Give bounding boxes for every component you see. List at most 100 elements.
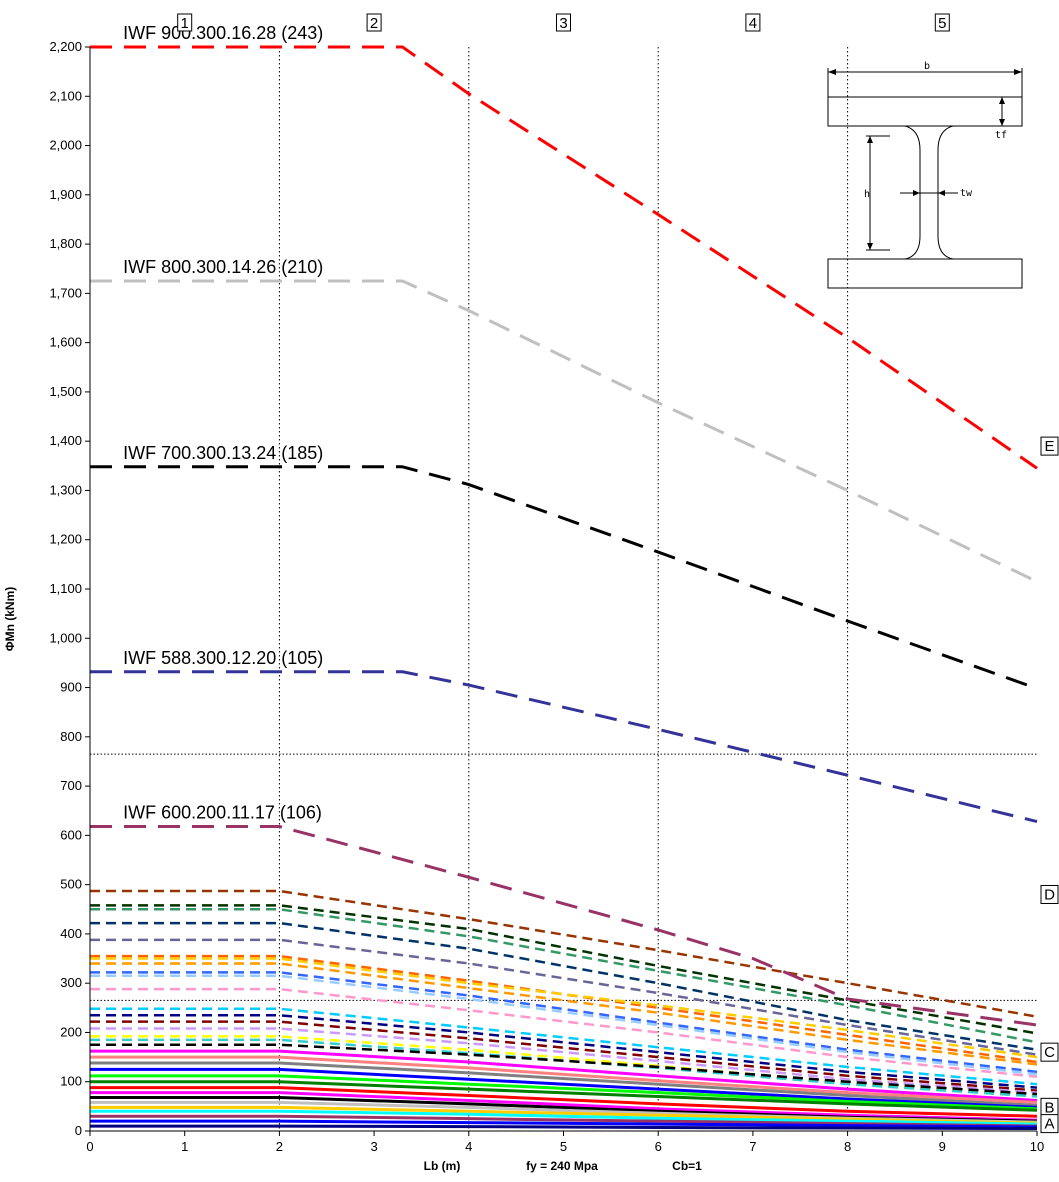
y-tick-label: 1,500 bbox=[49, 384, 82, 399]
cb-note: Cb=1 bbox=[672, 1159, 702, 1173]
y-tick-label: 200 bbox=[60, 1024, 82, 1039]
zone-number-box-2 bbox=[366, 13, 382, 32]
x-tick-label: 6 bbox=[655, 1139, 662, 1154]
x-tick-label: 7 bbox=[749, 1139, 756, 1154]
zone-number-box-1 bbox=[177, 13, 193, 32]
series-line-8 bbox=[90, 962, 1038, 1066]
x-tick-label: 3 bbox=[370, 1139, 377, 1154]
series-label-1: IWF 900.300.16.28 (243) bbox=[123, 23, 323, 43]
x-tick-label: 0 bbox=[86, 1139, 93, 1154]
x-tick-label: 10 bbox=[1030, 1139, 1044, 1154]
series-line-2 bbox=[90, 904, 1038, 1035]
tw-label: tw bbox=[960, 188, 973, 199]
y-tick-label: 1,100 bbox=[49, 581, 82, 596]
x-tick-label: 4 bbox=[465, 1139, 472, 1154]
y-tick-label: 1,700 bbox=[49, 285, 82, 300]
x-tick-label: 1 bbox=[181, 1139, 188, 1154]
y-tick-label: 300 bbox=[60, 975, 82, 990]
series-line-14 bbox=[90, 1020, 1038, 1092]
zone-letter-box-D bbox=[1040, 884, 1059, 904]
zone-number-2: 2 bbox=[370, 15, 378, 32]
fy-note: fy = 240 Mpa bbox=[526, 1159, 598, 1173]
x-axis-title: Lb (m) bbox=[424, 1159, 461, 1173]
zone-number-4: 4 bbox=[749, 15, 757, 32]
series-line-13 bbox=[90, 1013, 1038, 1089]
ibeam-section-diagram: b tf h tw bbox=[827, 61, 1023, 289]
series-line-3 bbox=[90, 908, 1038, 1044]
h-label: h bbox=[864, 189, 870, 200]
series-line-19 bbox=[90, 1049, 1038, 1102]
y-tick-label: 2,200 bbox=[49, 39, 82, 54]
series-label-4: IWF 588.300.12.20 (105) bbox=[123, 648, 323, 668]
x-tick-label: 9 bbox=[939, 1139, 946, 1154]
series-line-4 bbox=[90, 921, 1038, 1051]
series-line-15 bbox=[90, 1027, 1038, 1094]
series-label-5: IWF 600.200.11.17 (106) bbox=[123, 802, 322, 822]
x-tick-label: 2 bbox=[276, 1139, 283, 1154]
series-label-2: IWF 800.300.14.26 (210) bbox=[123, 257, 323, 277]
y-tick-label: 1,200 bbox=[49, 532, 82, 547]
y-axis-title: ΦMn (kNm) bbox=[3, 587, 17, 652]
y-tick-label: 100 bbox=[60, 1074, 82, 1089]
series-line-23 bbox=[90, 1074, 1038, 1111]
series-line-7 bbox=[90, 957, 1038, 1059]
series-line-29 bbox=[90, 1105, 1038, 1125]
y-tick-label: 500 bbox=[60, 877, 82, 892]
x-tick-label: 5 bbox=[560, 1139, 567, 1154]
zone-letter-box-A bbox=[1040, 1114, 1059, 1134]
series-line-1 bbox=[90, 889, 1038, 1018]
series-line-5 bbox=[90, 938, 1038, 1056]
series-line-25 bbox=[90, 1086, 1038, 1118]
labeled-series-line-2 bbox=[90, 279, 1038, 583]
y-tick-label: 400 bbox=[60, 926, 82, 941]
series-line-32 bbox=[90, 1119, 1038, 1129]
y-tick-label: 1,900 bbox=[49, 187, 82, 202]
zone-number-5: 5 bbox=[938, 15, 946, 32]
labeled-series-line-3 bbox=[90, 465, 1038, 690]
series-line-20 bbox=[90, 1055, 1038, 1104]
zone-number-1: 1 bbox=[181, 15, 189, 32]
zone-letter-D: D bbox=[1044, 886, 1055, 903]
y-tick-label: 1,300 bbox=[49, 482, 82, 497]
grid-lines bbox=[90, 47, 1037, 1131]
zone-number-box-5 bbox=[934, 13, 950, 32]
labels-group: IWF 900.300.16.28 (243) IWF 800.300.14.26… bbox=[123, 13, 1059, 1134]
series-label-3: IWF 700.300.13.24 (185) bbox=[123, 443, 323, 463]
series-group bbox=[90, 45, 1038, 1131]
y-tick-label: 800 bbox=[60, 729, 82, 744]
series-line-30 bbox=[90, 1109, 1038, 1126]
zone-letter-C: C bbox=[1044, 1044, 1055, 1061]
y-tick-label: 2,100 bbox=[49, 88, 82, 103]
b-label: b bbox=[924, 61, 930, 72]
y-tick-label: 1,600 bbox=[49, 335, 82, 350]
series-line-26 bbox=[90, 1091, 1038, 1122]
top-flange bbox=[827, 96, 1023, 127]
y-tick-label: 1,800 bbox=[49, 236, 82, 251]
series-line-33 bbox=[90, 1124, 1038, 1131]
axes: 01002003004005006007008009001,0001,1001,… bbox=[3, 39, 1044, 1173]
series-line-22 bbox=[90, 1067, 1038, 1109]
zone-letter-B: B bbox=[1044, 1099, 1054, 1116]
y-tick-label: 600 bbox=[60, 827, 82, 842]
zone-number-3: 3 bbox=[559, 15, 567, 32]
series-line-17 bbox=[90, 1038, 1038, 1098]
zone-letter-E: E bbox=[1044, 438, 1054, 455]
x-tick-label: 8 bbox=[844, 1139, 851, 1154]
y-tick-label: 900 bbox=[60, 680, 82, 695]
y-tick-label: 2,000 bbox=[49, 138, 82, 153]
zone-letter-box-C bbox=[1040, 1042, 1059, 1062]
zone-letter-A: A bbox=[1044, 1116, 1054, 1133]
labeled-series-line-5 bbox=[90, 824, 1038, 1027]
series-line-6 bbox=[90, 954, 1038, 1064]
y-tick-label: 700 bbox=[60, 778, 82, 793]
series-line-24 bbox=[90, 1080, 1038, 1112]
series-line-18 bbox=[90, 1043, 1038, 1096]
series-line-12 bbox=[90, 1007, 1038, 1086]
y-tick-label: 0 bbox=[75, 1123, 82, 1138]
series-line-31 bbox=[90, 1114, 1038, 1128]
zone-number-box-4 bbox=[745, 13, 761, 32]
bottom-flange bbox=[827, 258, 1023, 289]
y-tick-label: 1,000 bbox=[49, 630, 82, 645]
labeled-series-line-4 bbox=[90, 670, 1038, 824]
